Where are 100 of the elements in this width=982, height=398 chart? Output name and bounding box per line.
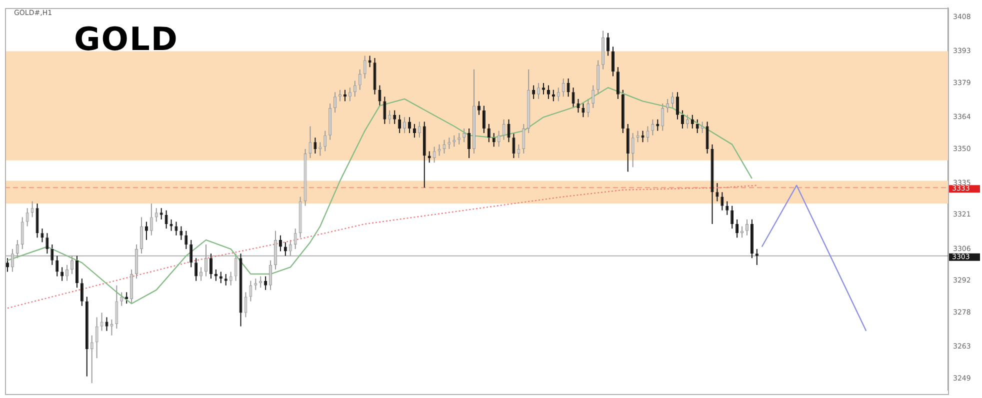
- candlestick: [462, 128, 466, 143]
- candlestick: [562, 78, 565, 98]
- candlestick: [134, 244, 138, 280]
- candlestick: [10, 248, 14, 272]
- candlestick: [6, 258, 10, 272]
- candlestick: [596, 60, 600, 95]
- candlestick: [294, 228, 297, 250]
- candlestick: [402, 116, 406, 134]
- candlestick: [338, 89, 342, 102]
- candlestick: [324, 130, 327, 152]
- candlestick: [358, 68, 362, 90]
- candlestick: [95, 316, 98, 359]
- candlestick: [388, 110, 392, 124]
- candlestick: [363, 55, 366, 79]
- candlestick: [412, 123, 416, 138]
- candlestick: [254, 278, 258, 290]
- candlestick: [487, 123, 490, 143]
- candlestick: [343, 89, 347, 102]
- candlestick: [477, 100, 481, 116]
- candlestick: [726, 200, 729, 216]
- candlestick: [150, 203, 153, 236]
- candlestick: [428, 150, 431, 164]
- candlestick: [517, 144, 520, 159]
- candlestick: [160, 208, 163, 220]
- candlestick: [611, 46, 615, 77]
- candlestick: [418, 121, 421, 138]
- candlestick: [120, 292, 124, 306]
- candlestick: [626, 123, 630, 172]
- candlestick: [66, 264, 69, 282]
- candlestick: [661, 103, 664, 132]
- candlestick: [274, 230, 278, 270]
- candlestick: [458, 132, 461, 145]
- candlestick: [214, 268, 218, 282]
- candlestick: [278, 234, 282, 252]
- candlestick: [740, 226, 744, 238]
- candlestick: [676, 92, 680, 120]
- candlestick: [20, 216, 24, 250]
- candlestick: [184, 230, 188, 250]
- candlestick: [408, 116, 412, 134]
- candlestick: [720, 192, 724, 211]
- candlestick: [696, 118, 699, 134]
- candlestick: [154, 208, 158, 222]
- candlestick: [432, 146, 436, 164]
- candlestick: [125, 292, 128, 304]
- candlestick: [50, 244, 54, 266]
- candlestick: [671, 92, 674, 109]
- candlestick: [75, 255, 79, 288]
- candlestick: [16, 239, 19, 259]
- candlestick: [80, 278, 84, 306]
- candlestick: [700, 121, 704, 134]
- candlestick: [745, 218, 749, 236]
- candlestick: [46, 232, 49, 254]
- candlestick: [398, 114, 402, 134]
- line-series: [6, 184, 758, 309]
- candlestick: [60, 266, 64, 282]
- candlestick: [194, 258, 198, 282]
- candlestick: [90, 334, 94, 384]
- candlestick: [736, 218, 739, 238]
- candlestick: [482, 105, 486, 134]
- candlestick: [542, 82, 546, 95]
- candlestick: [284, 242, 287, 256]
- candlestick: [56, 255, 59, 277]
- candlestick: [393, 110, 396, 124]
- candlestick: [219, 271, 222, 284]
- candlestick: [224, 274, 228, 286]
- candlestick: [200, 266, 203, 282]
- candlestick: [144, 221, 148, 240]
- candlestick: [204, 244, 208, 277]
- candlestick: [537, 82, 540, 100]
- candlestick: [556, 87, 560, 102]
- candlestick: [249, 280, 252, 302]
- candlestick: [468, 128, 471, 159]
- candlestick: [268, 260, 272, 290]
- candlestick: [686, 114, 689, 130]
- candlestick: [115, 284, 118, 330]
- candlestick: [383, 96, 386, 124]
- candlestick: [546, 84, 550, 100]
- candlestick: [666, 98, 670, 114]
- candlestick: [586, 98, 590, 118]
- candlestick: [680, 110, 684, 130]
- candlestick: [592, 84, 595, 109]
- candlestick: [348, 87, 352, 102]
- candlestick: [264, 276, 268, 290]
- candlestick: [616, 66, 620, 100]
- candlestick: [334, 92, 337, 114]
- candlestick: [26, 208, 29, 227]
- candlestick: [730, 205, 734, 230]
- candlestick: [552, 89, 555, 102]
- candlestick: [130, 268, 134, 304]
- candlestick: [209, 253, 213, 280]
- candlestick: [70, 255, 74, 275]
- candlestick: [497, 130, 500, 148]
- candlestick: [566, 78, 570, 98]
- candlestick: [190, 239, 193, 268]
- candlestick: [631, 132, 634, 168]
- candlestick: [492, 132, 496, 148]
- candlestick: [259, 276, 262, 288]
- chart-title: GOLD: [74, 20, 178, 58]
- candlestick: [229, 271, 232, 286]
- candlestick: [318, 142, 322, 156]
